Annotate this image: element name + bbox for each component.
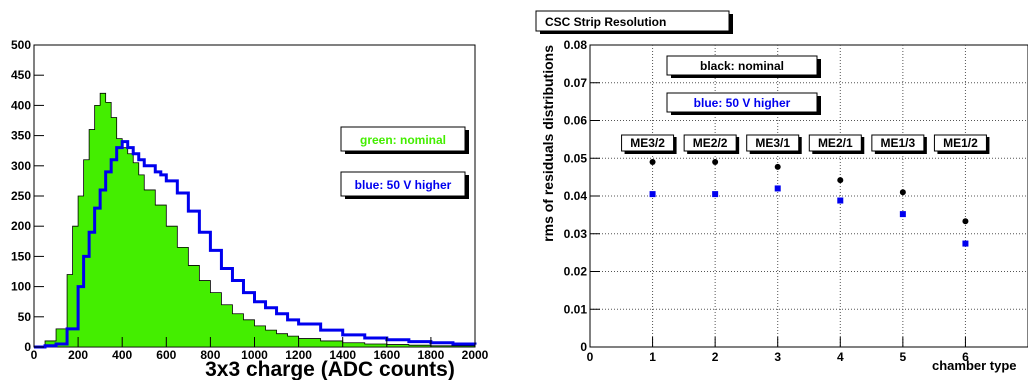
point-50v-higher xyxy=(962,240,969,247)
legend-black: black: nominal xyxy=(666,55,821,78)
chart-title: CSC Strip Resolution xyxy=(545,15,666,29)
legend-blue: blue: 50 V higher xyxy=(340,171,469,199)
y-tick-label: 0 xyxy=(24,340,31,354)
y-tick-label: 0.07 xyxy=(564,76,588,90)
legend-blue: blue: 50 V higher xyxy=(666,92,821,115)
point-nominal xyxy=(649,159,656,166)
x-tick-label: 2000 xyxy=(462,348,489,362)
x-axis-ticks: 0 1 2 3 4 5 6 xyxy=(587,337,969,364)
point-nominal xyxy=(774,163,781,170)
x-tick-label: 400 xyxy=(112,348,132,362)
y-tick-label: 0.01 xyxy=(564,302,588,316)
y-tick-label: 350 xyxy=(11,129,31,143)
chamber-label: ME2/1 xyxy=(808,134,865,154)
x-tick-label: 800 xyxy=(200,348,220,362)
point-nominal xyxy=(712,159,719,166)
y-tick-label: 0 xyxy=(580,340,587,354)
y-tick-label: 0.08 xyxy=(564,38,588,52)
charge-histogram: 0 50 100 150 200 250 300 350 400 450 500 0 200 400 60… xyxy=(11,38,489,380)
y-tick-label: 400 xyxy=(11,98,31,112)
series-blue-50v-higher xyxy=(34,140,477,349)
point-50v-higher xyxy=(837,197,844,204)
chamber-label: ME3/2 xyxy=(621,134,677,154)
x-tick-label: 6 xyxy=(962,350,969,364)
chamber-labels: ME3/2 ME2/2 ME3/1 ME2/1 ME1/3 ME1/2 xyxy=(621,134,990,154)
svg-text:ME2/1: ME2/1 xyxy=(818,136,853,150)
x-axis-title: chamber type xyxy=(932,358,1017,373)
x-tick-label: 1600 xyxy=(373,348,400,362)
y-tick-label: 0.06 xyxy=(564,114,588,128)
y-axis-ticks: 0 0.01 0.02 0.03 0.04 0.05 0.06 0.07 0.08 xyxy=(564,38,600,354)
y-tick-label: 250 xyxy=(11,189,31,203)
y-tick-label: 100 xyxy=(11,280,31,294)
x-tick-label: 0 xyxy=(587,350,594,364)
chart-title-box: CSC Strip Resolution xyxy=(535,10,733,34)
point-nominal xyxy=(899,189,906,196)
chamber-label: ME2/2 xyxy=(683,134,740,154)
svg-text:ME3/2: ME3/2 xyxy=(630,136,665,150)
point-50v-higher xyxy=(899,211,906,218)
legend-green: green: nominal xyxy=(340,126,469,154)
svg-text:blue: 50 V higher: blue: 50 V higher xyxy=(694,96,791,110)
x-tick-label: 5 xyxy=(900,350,907,364)
svg-text:ME3/1: ME3/1 xyxy=(755,136,790,150)
point-50v-higher xyxy=(649,191,656,198)
x-tick-label: 1 xyxy=(649,350,656,364)
y-tick-label: 0.05 xyxy=(564,151,588,165)
y-tick-label: 450 xyxy=(11,68,31,82)
point-50v-higher xyxy=(712,191,719,198)
y-tick-label: 0.02 xyxy=(564,265,588,279)
x-tick-label: 2 xyxy=(712,350,719,364)
y-axis-ticks: 0 50 100 150 200 250 300 350 400 450 500 xyxy=(11,38,44,354)
svg-text:ME2/2: ME2/2 xyxy=(693,136,728,150)
data-points xyxy=(649,159,969,247)
x-tick-label: 4 xyxy=(837,350,844,364)
x-tick-label: 1800 xyxy=(418,348,445,362)
chamber-label: ME1/3 xyxy=(871,134,927,154)
y-axis-title: rms of residuals distributions xyxy=(540,45,556,242)
x-axis-title: 3x3 charge (ADC counts) xyxy=(205,358,455,380)
chamber-label: ME1/2 xyxy=(933,134,990,154)
x-axis-ticks: 0 200 400 600 800 1000 1200 1400 1600 1800 2000 xyxy=(31,337,489,362)
x-tick-label: 1000 xyxy=(241,348,268,362)
point-nominal xyxy=(962,218,969,225)
svg-text:ME1/2: ME1/2 xyxy=(943,136,978,150)
svg-text:ME1/3: ME1/3 xyxy=(881,136,916,150)
strip-resolution-chart: CSC Strip Resolution 0 0.01 0.02 0.03 0.04 0.… xyxy=(535,10,1028,373)
point-nominal xyxy=(837,177,844,184)
x-tick-label: 600 xyxy=(156,348,176,362)
svg-text:green: nominal: green: nominal xyxy=(360,133,446,147)
y-tick-label: 0.03 xyxy=(564,227,588,241)
x-tick-label: 200 xyxy=(68,348,88,362)
x-tick-label: 0 xyxy=(31,348,38,362)
svg-text:black: nominal: black: nominal xyxy=(700,59,784,73)
x-tick-label: 1200 xyxy=(285,348,312,362)
x-tick-label: 1400 xyxy=(329,348,356,362)
y-tick-label: 500 xyxy=(11,38,31,52)
point-50v-higher xyxy=(774,185,781,192)
svg-text:blue: 50 V higher: blue: 50 V higher xyxy=(355,178,452,192)
y-tick-label: 300 xyxy=(11,159,31,173)
chamber-label: ME3/1 xyxy=(746,134,802,154)
x-tick-label: 3 xyxy=(774,350,781,364)
y-tick-label: 0.04 xyxy=(564,189,588,203)
y-tick-label: 50 xyxy=(18,310,32,324)
y-tick-label: 150 xyxy=(11,249,31,263)
y-tick-label: 200 xyxy=(11,219,31,233)
